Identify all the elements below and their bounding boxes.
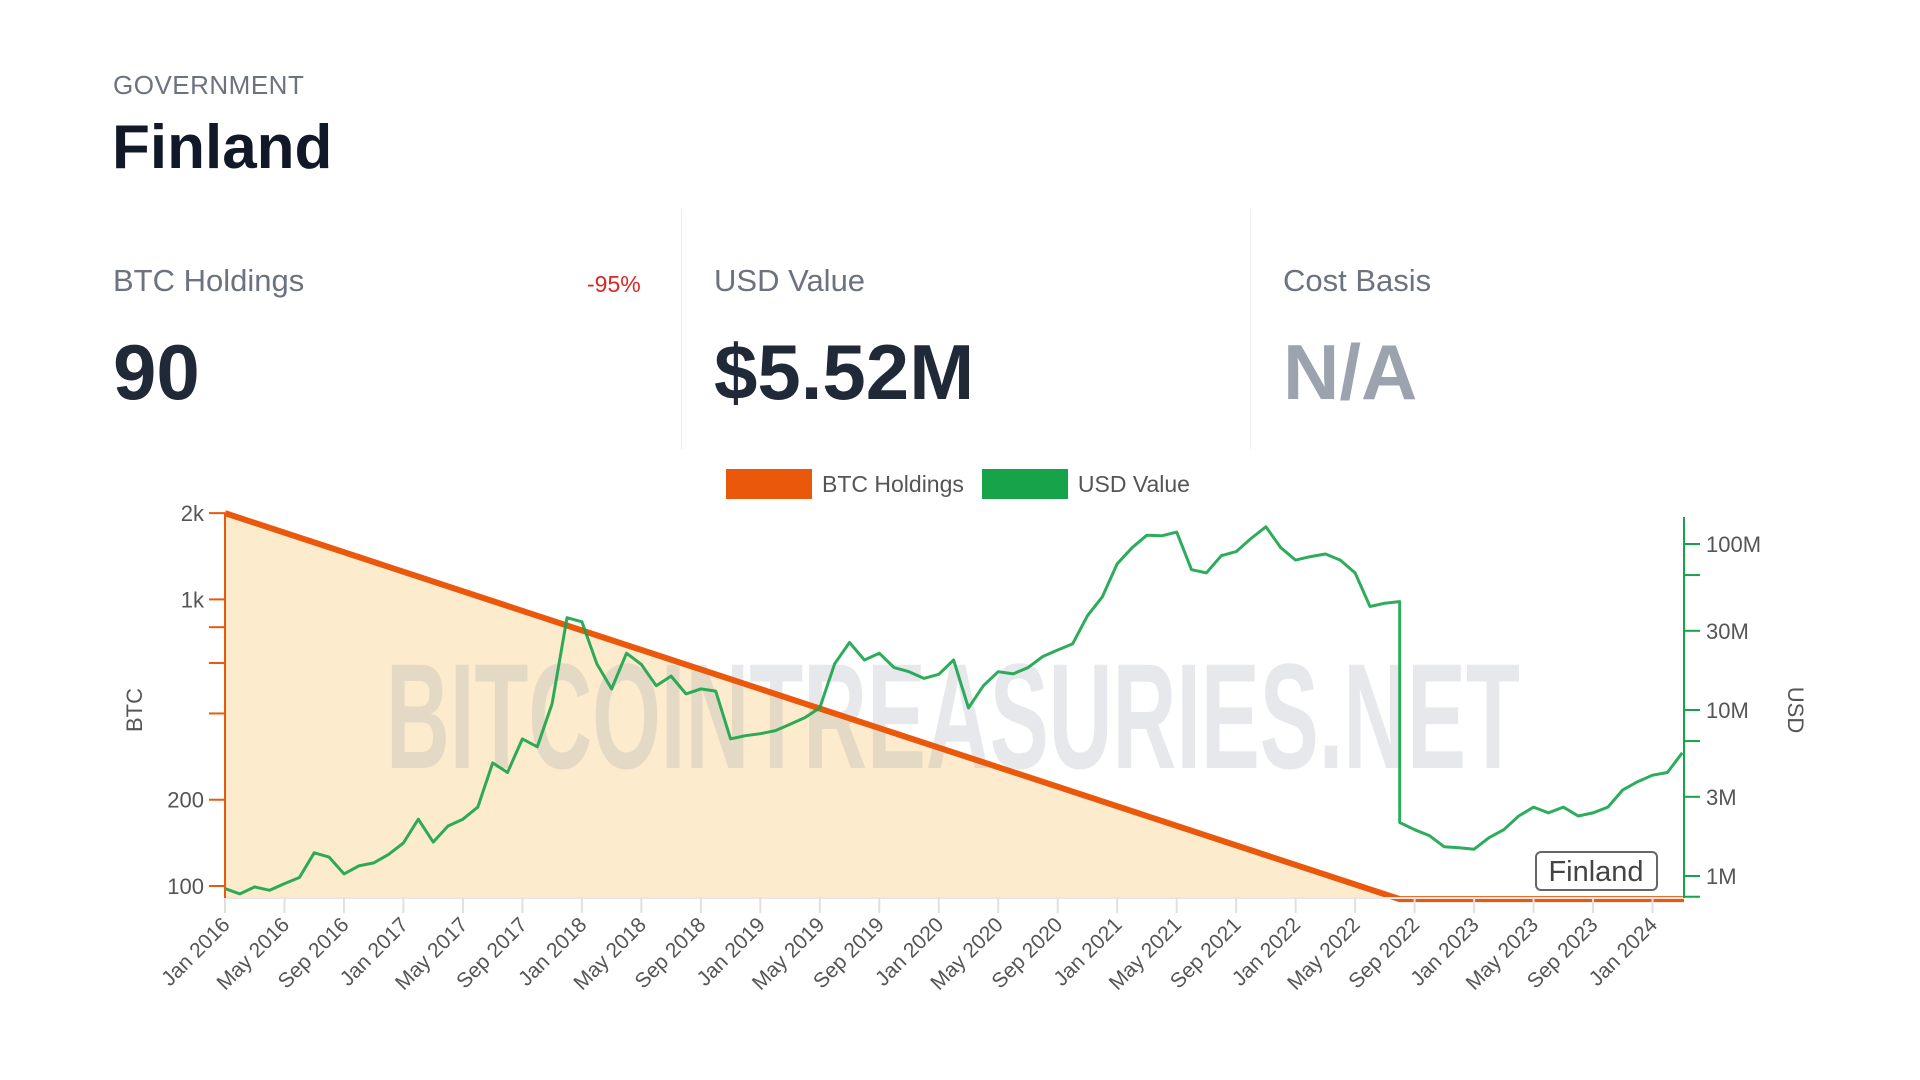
change-badge: -95% (587, 271, 641, 297)
y-right-tick-label: 10M (1706, 698, 1749, 723)
stat-label: Cost Basis (1283, 263, 1432, 298)
y-left-tick-label: 2k (181, 501, 205, 526)
y-right-tick-label: 3M (1706, 785, 1737, 810)
y-left-tick-label: 100 (167, 874, 204, 899)
chart-legend: BTC Holdings USD Value (726, 469, 1190, 499)
annotation-label: Finland (1548, 856, 1643, 888)
legend-label-btc[interactable]: BTC Holdings (822, 470, 964, 497)
usd-value-line (224, 525, 1684, 896)
btc-holdings-line (224, 510, 1686, 903)
btc-area-fill (225, 513, 1684, 900)
y-right-tick-label: 100M (1706, 532, 1761, 557)
y-left-tick-label: 200 (167, 788, 204, 813)
stat-value: N/A (1283, 328, 1418, 416)
page-title: Finland (112, 113, 333, 182)
legend-label-usd[interactable]: USD Value (1077, 470, 1190, 497)
legend-swatch-usd[interactable] (981, 469, 1068, 499)
annotation-box (1535, 851, 1658, 891)
stat-value: $5.52M (714, 328, 975, 416)
y-right-tick-label: 30M (1706, 619, 1749, 644)
stat-label: BTC Holdings (113, 263, 305, 298)
divider (1250, 209, 1251, 449)
y-right-tick-label: 1M (1706, 864, 1737, 889)
y-left-tick-label: 1k (181, 587, 205, 612)
y-right-axis-label: USD (1783, 687, 1808, 733)
legend-swatch-btc[interactable] (726, 469, 812, 499)
stat-value: 90 (113, 328, 200, 416)
stat-label: USD Value (714, 263, 866, 298)
divider (681, 209, 682, 449)
stat-cost-basis: Cost Basis N/A (1283, 209, 1783, 449)
entity-category: GOVERNMENT (113, 70, 305, 100)
stat-btc-holdings: BTC Holdings -95% 90 (113, 209, 648, 449)
y-left-axis-label: BTC (122, 688, 147, 732)
stat-usd-value: USD Value $5.52M (714, 209, 1214, 449)
